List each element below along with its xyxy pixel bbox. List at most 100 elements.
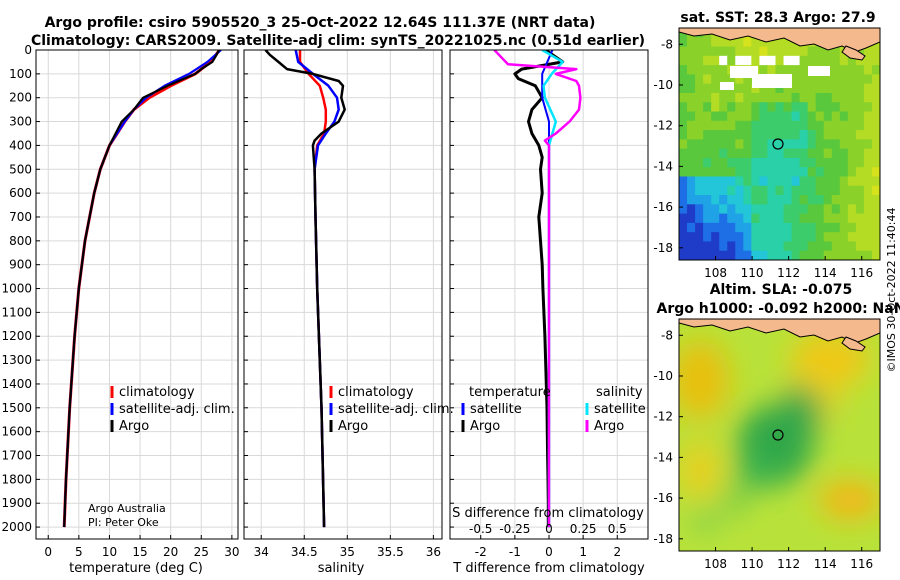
sst-cell [743,195,752,205]
sst-cell [783,157,793,168]
sst-cell [863,213,873,224]
sst-cell [719,65,728,75]
sst-cell [807,176,817,187]
sst-cell [679,213,688,224]
sst-missing-data [752,74,792,88]
sst-cell [871,139,880,150]
sst-cell [719,37,728,48]
sst-cell [695,250,704,260]
sst-cell [839,111,849,122]
sst-cell [775,148,785,159]
sst-cell [743,185,752,196]
sst-cell [775,241,785,252]
sst-cell [687,195,696,205]
y-tick-label: 1000 [1,282,32,296]
sst-cell [719,176,728,187]
sst-cell [839,222,849,233]
x-tick-label: 110 [741,557,764,571]
sst-cell [815,185,825,196]
sst-cell [847,250,857,260]
sst-cell [839,185,849,196]
sst-cell [687,46,696,57]
sst-cell [687,83,696,94]
y-tick-label: 1100 [1,305,32,319]
sst-cell [783,46,793,57]
sst-cell [791,157,801,168]
sst-cell [711,55,720,66]
sst-cell [767,241,777,252]
sst-cell [719,111,728,122]
sst-cell [855,222,865,233]
sst-cell [743,120,752,131]
sst-cell [855,139,865,150]
x-tick-label: 20 [163,545,178,559]
sst-cell [767,120,777,131]
sst-cell [799,157,809,168]
sst-cell [687,213,696,224]
sst-cell [751,232,760,243]
sst-cell [831,74,841,85]
sst-cell [831,176,841,187]
sst-cell [751,195,760,205]
sst-cell [735,167,744,178]
sst-cell [703,222,712,233]
sst-map-title: sat. SST: 28.3 Argo: 27.9 [680,10,875,26]
sst-cell [831,55,841,66]
legend-label-climatology: climatology [119,385,195,400]
sst-cell [791,222,801,233]
sst-cell [695,241,704,252]
sst-cell [807,250,817,260]
x-tick-label: 36 [426,545,441,559]
sst-cell [743,148,752,159]
y-tick-label: 1200 [1,329,32,343]
sst-cell [871,148,880,159]
sst-cell [807,157,817,168]
sst-cell [727,130,736,140]
sst-cell [679,167,688,178]
x-tick-label: 110 [741,266,764,280]
sst-cell [839,120,849,131]
sst-cell [719,130,728,140]
sst-cell [759,241,769,252]
sst-cell [791,130,801,140]
sst-cell [751,157,760,168]
sst-cell [823,167,833,178]
sst-cell [703,37,712,48]
sst-cell [679,204,688,215]
sst-cell [695,204,704,215]
temperature-xlabel: temperature (deg C) [69,561,203,576]
sst-cell [799,204,809,215]
sst-cell [823,157,833,168]
sst-cell [831,232,841,243]
y-tick-label: 700 [9,210,32,224]
sst-cell [839,241,849,252]
legend-label-s-argo: Argo [594,419,624,434]
sst-cell [775,167,785,178]
sst-cell [871,157,880,168]
sst-cell [791,204,801,215]
sst-cell [775,111,785,122]
sst-cell [783,102,793,113]
y-tick-label: 400 [9,138,32,152]
sst-cell [799,130,809,140]
sst-cell [735,213,744,224]
sst-cell [679,83,688,94]
sst-cell [727,55,736,66]
sst-cell [679,222,688,233]
sst-cell [679,65,688,75]
sst-cell [775,130,785,140]
sst-cell [871,176,880,187]
sst-cell [791,139,801,150]
sst-cell [839,55,849,66]
sst-cell [791,148,801,159]
sst-cell [839,74,849,85]
sst-cell [711,74,720,85]
sst-cell [687,120,696,131]
y-tick-label: -8 [661,37,673,51]
sst-cell [783,111,793,122]
sst-cell [847,130,857,140]
sst-cell [799,55,809,66]
sst-cell [727,222,736,233]
sst-cell [855,74,865,85]
sst-cell [735,83,744,94]
